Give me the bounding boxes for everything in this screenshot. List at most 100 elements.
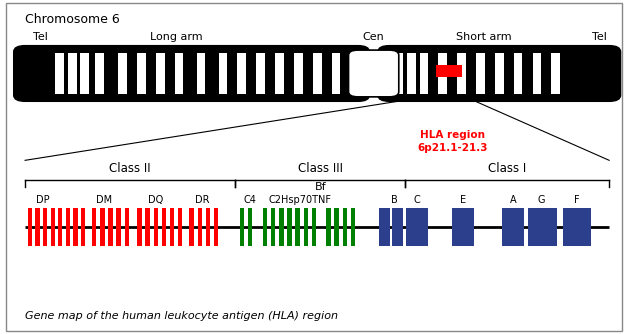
Bar [73, 208, 77, 246]
Text: DM: DM [95, 195, 112, 204]
Bar [189, 208, 193, 246]
Bar [156, 53, 165, 94]
Bar [462, 208, 474, 246]
Bar [239, 208, 244, 246]
Bar [313, 53, 322, 94]
Bar [68, 53, 77, 94]
Bar [294, 53, 303, 94]
Bar [514, 53, 522, 94]
Bar [502, 208, 513, 246]
Bar [170, 208, 174, 246]
Bar [546, 208, 557, 246]
Bar [58, 208, 62, 246]
Bar [392, 208, 403, 246]
Text: A: A [511, 195, 517, 204]
Bar [528, 208, 539, 246]
Bar [563, 208, 574, 246]
Bar [175, 53, 183, 94]
Text: Gene map of the human leukocyte antigen (HLA) region: Gene map of the human leukocyte antigen … [25, 311, 338, 321]
Bar [124, 208, 129, 246]
Bar [536, 208, 547, 246]
Bar [580, 208, 591, 246]
Bar [247, 208, 252, 246]
Text: DR: DR [195, 195, 210, 204]
Text: Class III: Class III [298, 162, 343, 175]
Bar [551, 53, 560, 94]
Bar [533, 53, 541, 94]
Bar [92, 208, 96, 246]
Bar [100, 208, 104, 246]
Bar [287, 208, 291, 246]
Bar [35, 208, 40, 246]
Text: F: F [574, 195, 579, 204]
Bar [162, 208, 166, 246]
Text: Tel: Tel [592, 32, 607, 42]
Bar [406, 208, 417, 246]
Text: C4: C4 [244, 195, 256, 204]
Bar [436, 65, 462, 77]
Bar [303, 208, 308, 246]
Bar [394, 53, 403, 94]
Text: Tel: Tel [33, 32, 48, 42]
Text: C: C [414, 195, 420, 204]
Text: Long arm: Long arm [149, 32, 202, 42]
Text: G: G [538, 195, 545, 204]
Bar [197, 208, 202, 246]
Text: E: E [460, 195, 466, 204]
Bar [379, 208, 390, 246]
Text: Chromosome 6: Chromosome 6 [25, 13, 120, 26]
Bar [205, 208, 210, 246]
Bar [513, 208, 524, 246]
FancyBboxPatch shape [349, 50, 399, 97]
Bar [295, 208, 300, 246]
Bar [452, 208, 463, 246]
Bar [571, 208, 582, 246]
Bar [43, 208, 47, 246]
Bar [350, 208, 355, 246]
Text: Bf: Bf [315, 182, 326, 192]
Text: B: B [391, 195, 398, 204]
Bar [407, 53, 416, 94]
Bar [145, 208, 149, 246]
Bar [108, 208, 112, 246]
Bar [55, 53, 64, 94]
Bar [495, 53, 504, 94]
Bar [311, 208, 316, 246]
Bar [438, 53, 447, 94]
Bar [95, 53, 104, 94]
FancyBboxPatch shape [378, 46, 620, 101]
Bar [219, 53, 227, 94]
Bar [118, 53, 127, 94]
Text: DQ: DQ [148, 195, 163, 204]
Bar [476, 53, 485, 94]
Bar [327, 208, 330, 246]
Text: Short arm: Short arm [456, 32, 511, 42]
Bar [343, 208, 347, 246]
Text: DP: DP [36, 195, 50, 204]
Bar [28, 208, 32, 246]
Bar [137, 53, 146, 94]
Bar [279, 208, 283, 246]
Bar [334, 208, 339, 246]
Bar [65, 208, 70, 246]
Text: C2Hsp70TNF: C2Hsp70TNF [268, 195, 331, 204]
Bar [80, 53, 89, 94]
Bar [263, 208, 267, 246]
Bar [214, 208, 219, 246]
Bar [271, 208, 275, 246]
Bar [197, 53, 205, 94]
Bar [237, 53, 246, 94]
Bar [416, 208, 428, 246]
Bar [256, 53, 265, 94]
Bar [116, 208, 121, 246]
FancyBboxPatch shape [14, 46, 369, 101]
Bar [80, 208, 85, 246]
Text: HLA region
6p21.1-21.3: HLA region 6p21.1-21.3 [417, 130, 487, 153]
Bar [275, 53, 284, 94]
Bar [137, 208, 141, 246]
Text: Class I: Class I [488, 162, 526, 175]
Bar [153, 208, 158, 246]
Bar [457, 53, 466, 94]
Text: Class II: Class II [109, 162, 151, 175]
Text: Cen: Cen [363, 32, 384, 42]
